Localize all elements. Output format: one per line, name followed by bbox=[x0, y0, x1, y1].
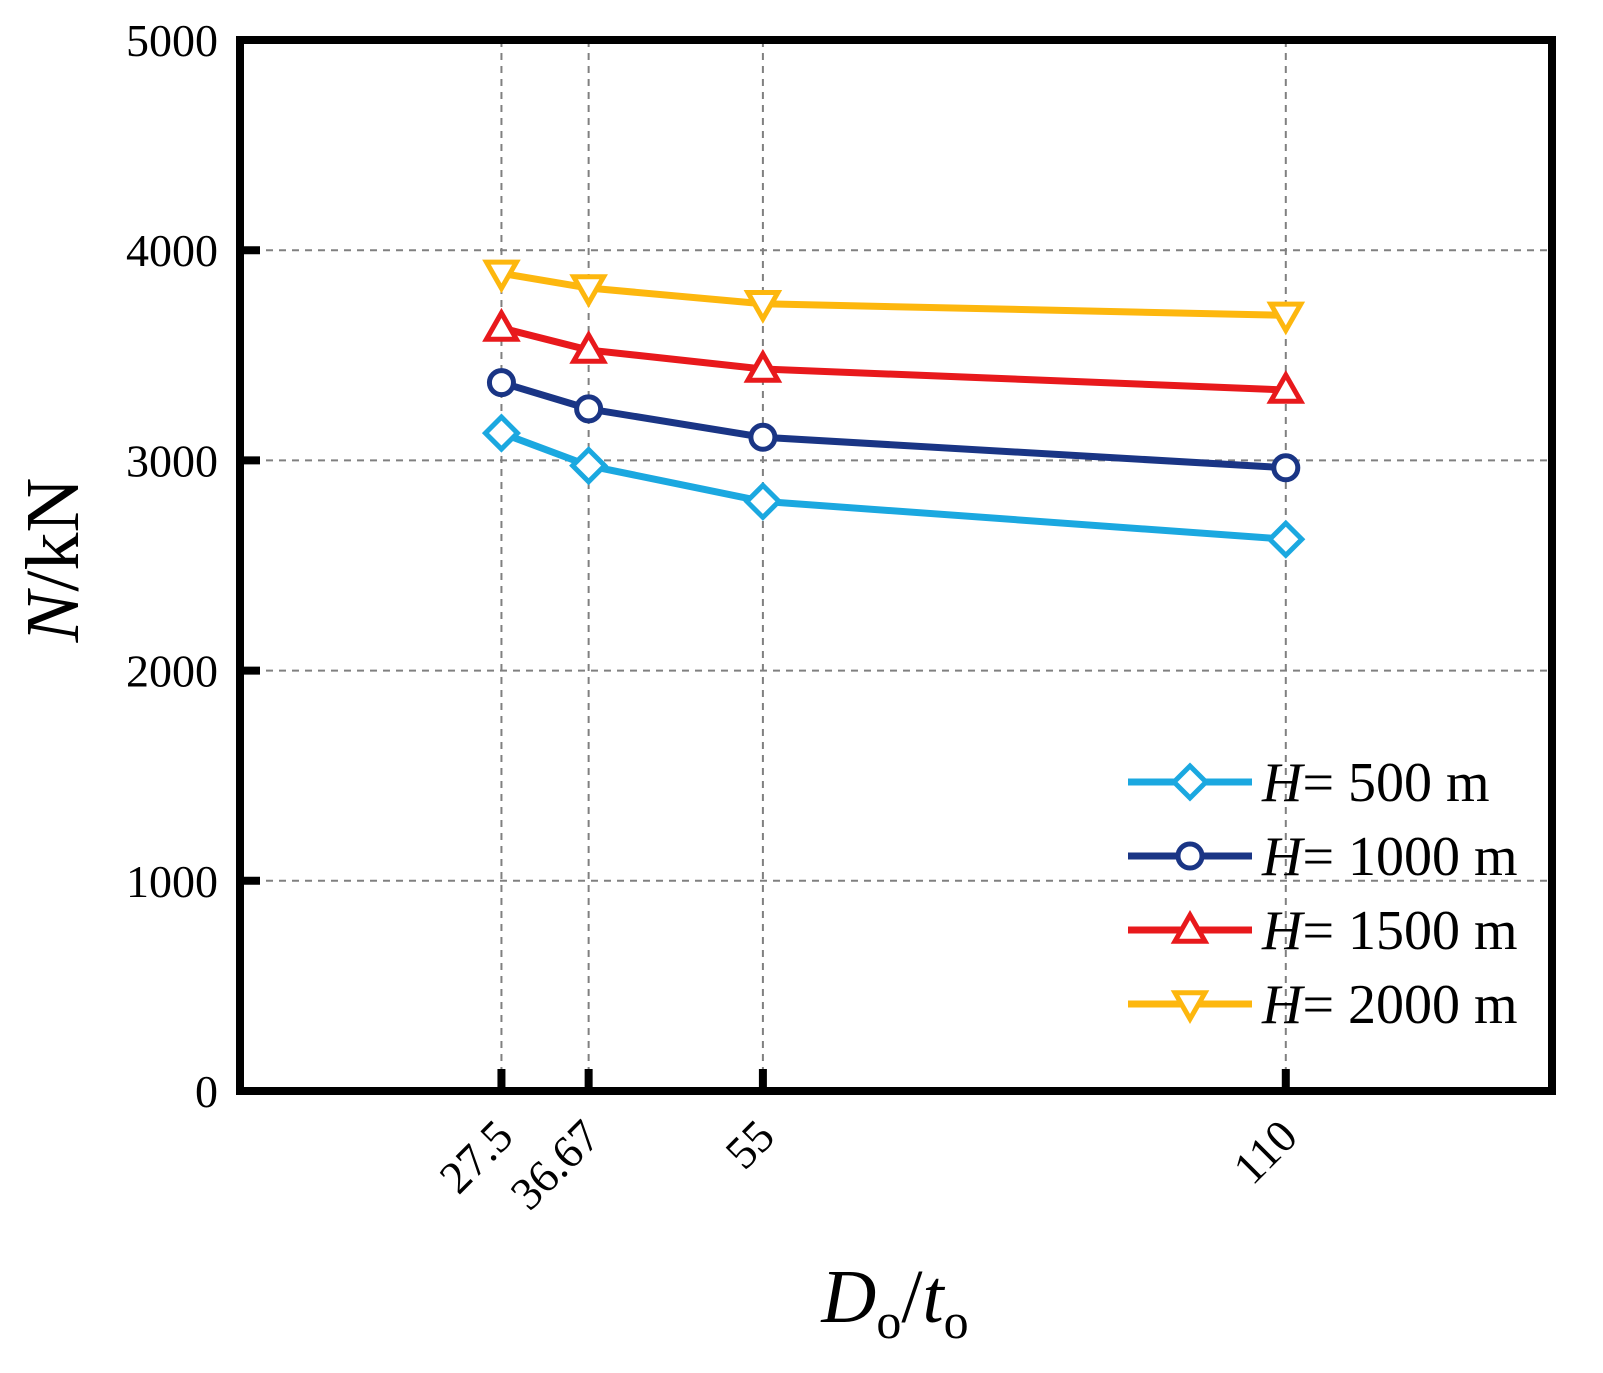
series-3-point-0 bbox=[482, 259, 521, 294]
series-3 bbox=[482, 259, 1306, 336]
grid-lines bbox=[240, 40, 1552, 1091]
legend-label-2: H= 1500 m bbox=[1261, 900, 1518, 962]
series-0-point-2 bbox=[743, 481, 783, 521]
series-2-point-1 bbox=[569, 330, 608, 364]
series-line-3 bbox=[500, 269, 1286, 319]
series-2-point-2 bbox=[743, 348, 783, 383]
x-axis-title: Do/to bbox=[820, 1255, 968, 1349]
legend-marker-2 bbox=[1170, 909, 1210, 944]
x-tick-label-3: 110 bbox=[1223, 1110, 1307, 1194]
series-1-point-0 bbox=[486, 368, 516, 398]
y-tick-label-1: 1000 bbox=[126, 856, 218, 907]
series-2 bbox=[482, 307, 1306, 404]
plot-frame bbox=[236, 36, 1556, 1095]
series-line-1 bbox=[500, 379, 1287, 472]
series-0-point-1 bbox=[569, 446, 609, 486]
series-line-0 bbox=[500, 429, 1287, 543]
series-0-point-0 bbox=[481, 413, 521, 453]
series-0 bbox=[481, 413, 1306, 559]
legend-marker-3 bbox=[1170, 990, 1210, 1025]
y-axis-title: N/kN bbox=[11, 478, 95, 644]
legend-label-1: H= 1000 m bbox=[1261, 826, 1518, 888]
series-3-point-1 bbox=[569, 274, 608, 309]
y-axis: 0 1000 2000 3000 4000 5000 bbox=[126, 15, 260, 1117]
legend-label-0: H= 500 m bbox=[1261, 752, 1490, 814]
series-line-2 bbox=[500, 324, 1286, 394]
legend-item-0: H= 500 m bbox=[1128, 752, 1490, 814]
legend-label-3: H= 2000 m bbox=[1261, 974, 1518, 1036]
series-0-point-3 bbox=[1266, 519, 1306, 559]
x-tick-label-1: 36.67 bbox=[500, 1110, 609, 1219]
series-1-point-3 bbox=[1271, 453, 1301, 483]
y-tick-label-4: 4000 bbox=[126, 225, 218, 276]
legend-marker-0 bbox=[1170, 762, 1210, 802]
series-group bbox=[481, 259, 1306, 559]
legend-item-3: H= 2000 m bbox=[1128, 974, 1518, 1036]
y-tick-label-2: 2000 bbox=[126, 646, 218, 697]
y-tick-label-5: 5000 bbox=[126, 15, 218, 66]
x-tick-label-2: 55 bbox=[715, 1110, 784, 1179]
legend-marker-1 bbox=[1175, 841, 1205, 871]
series-3-point-3 bbox=[1266, 301, 1306, 336]
series-3-point-2 bbox=[743, 290, 783, 324]
y-tick-label-0: 0 bbox=[195, 1066, 218, 1117]
legend: H= 500 m H= 1000 m H= 1500 m H= 2000 m bbox=[1128, 752, 1518, 1036]
y-tick-label-3: 3000 bbox=[126, 435, 218, 486]
series-2-point-3 bbox=[1266, 369, 1306, 404]
series-2-point-0 bbox=[482, 307, 521, 342]
series-1-point-2 bbox=[748, 422, 778, 452]
legend-item-2: H= 1500 m bbox=[1128, 900, 1518, 962]
series-1 bbox=[486, 368, 1301, 483]
legend-item-1: H= 1000 m bbox=[1128, 826, 1518, 888]
series-1-point-1 bbox=[574, 394, 604, 424]
